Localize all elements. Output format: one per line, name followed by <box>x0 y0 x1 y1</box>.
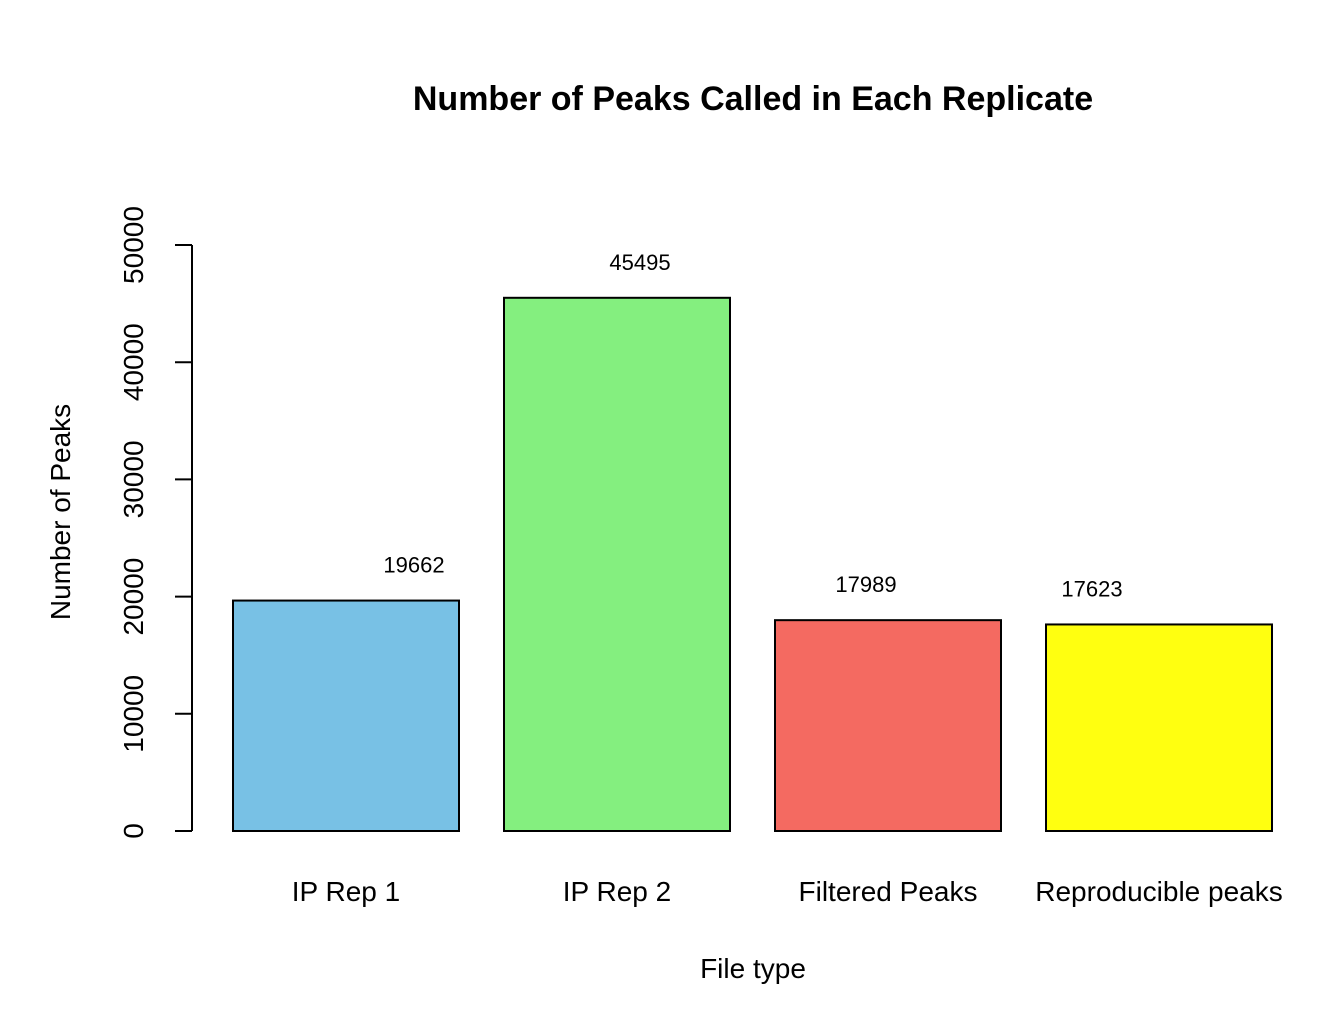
y-axis: 0 10000 20000 30000 40000 50000 <box>118 206 193 839</box>
data-label: 19662 <box>383 553 444 578</box>
data-label: 17989 <box>835 572 896 597</box>
chart-title: Number of Peaks Called in Each Replicate <box>413 80 1093 118</box>
x-axis-label: File type <box>700 953 806 984</box>
bars <box>232 296 1273 833</box>
bar-ip-rep-1 <box>232 599 460 832</box>
data-label: 17623 <box>1061 576 1122 601</box>
x-tick-label: IP Rep 1 <box>292 876 400 907</box>
y-tick-label: 0 <box>118 823 149 839</box>
bar-ip-rep-2 <box>503 296 731 833</box>
x-tick-label: Filtered Peaks <box>799 876 978 907</box>
bar-reproducible-peaks <box>1045 623 1273 832</box>
x-tick-label: IP Rep 2 <box>563 876 671 907</box>
y-tick-label: 10000 <box>118 675 149 753</box>
y-tick-label: 40000 <box>118 323 149 401</box>
y-axis-label: Number of Peaks <box>45 404 76 620</box>
y-tick-label: 20000 <box>118 558 149 636</box>
x-tick-label: Reproducible peaks <box>1035 876 1283 907</box>
data-label: 45495 <box>609 250 670 275</box>
y-tick-label: 50000 <box>118 206 149 284</box>
x-tick-labels: IP Rep 1 IP Rep 2 Filtered Peaks Reproducib… <box>292 876 1283 907</box>
y-tick-label: 30000 <box>118 440 149 518</box>
bar-filtered-peaks <box>774 619 1002 833</box>
data-labels: 19662 45495 17989 17623 <box>383 250 1122 602</box>
